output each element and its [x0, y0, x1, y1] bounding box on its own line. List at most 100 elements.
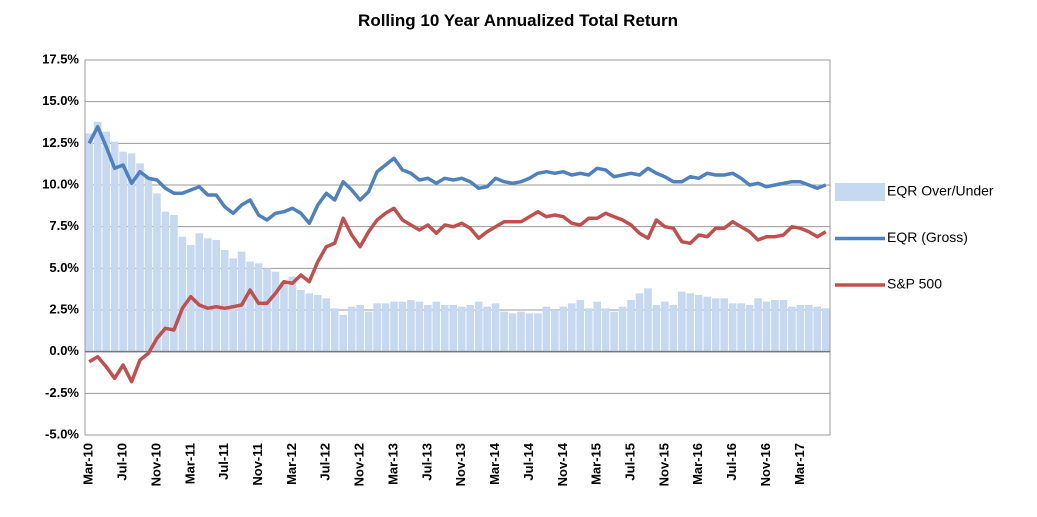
- bar: [457, 306, 466, 352]
- bar: [110, 141, 119, 352]
- x-tick-label: Mar-15: [589, 443, 604, 485]
- bar: [398, 301, 407, 352]
- legend-label: EQR Over/Under: [887, 183, 994, 199]
- bar: [347, 306, 356, 352]
- bar: [220, 250, 229, 352]
- y-tick-label: -2.5%: [45, 385, 79, 400]
- bar: [271, 271, 280, 352]
- bar: [161, 211, 170, 352]
- bar: [144, 176, 153, 352]
- x-tick-label: Nov-14: [555, 442, 570, 486]
- bar: [601, 308, 610, 352]
- bar: [178, 236, 187, 352]
- bar: [195, 233, 204, 352]
- y-tick-label: 10.0%: [42, 176, 79, 191]
- bar: [407, 300, 415, 352]
- bar: [322, 298, 331, 352]
- y-tick-label: 5.0%: [49, 260, 79, 275]
- bar: [686, 293, 695, 352]
- bar: [356, 305, 364, 352]
- bar: [203, 238, 212, 352]
- x-tick-label: Jul-14: [521, 442, 536, 480]
- y-tick-label: 7.5%: [49, 218, 79, 233]
- bar: [576, 300, 585, 352]
- y-tick-label: 12.5%: [42, 135, 79, 150]
- bar: [635, 293, 644, 352]
- x-tick-label: Jul-11: [216, 443, 231, 480]
- bar: [364, 311, 373, 352]
- bar: [102, 131, 110, 352]
- bar: [805, 305, 813, 352]
- bar: [288, 276, 297, 352]
- bar: [610, 311, 618, 352]
- bar: [711, 298, 720, 352]
- bar: [440, 305, 449, 352]
- bar: [728, 303, 737, 352]
- bar: [754, 298, 762, 352]
- bar: [551, 310, 559, 352]
- line: [88, 206, 827, 384]
- bar: [737, 303, 745, 352]
- bar: [644, 288, 652, 352]
- bar: [779, 300, 788, 352]
- bar: [534, 313, 542, 352]
- x-tick-label: Nov-16: [758, 443, 773, 486]
- x-tick-label: Mar-10: [81, 443, 96, 485]
- y-tick-label: -5.0%: [45, 426, 79, 441]
- x-tick-label: Mar-17: [792, 443, 807, 485]
- bar: [813, 306, 822, 352]
- bar: [127, 153, 136, 352]
- bar: [525, 313, 534, 352]
- bar: [305, 293, 314, 352]
- bar: [771, 300, 779, 352]
- bar: [339, 315, 348, 352]
- bar: [415, 301, 424, 352]
- x-tick-label: Jul-10: [115, 443, 130, 481]
- bar: [263, 268, 271, 352]
- line: [87, 124, 827, 226]
- bar: [254, 263, 263, 352]
- bar: [432, 301, 441, 352]
- bar: [297, 290, 305, 352]
- y-tick-label: 2.5%: [49, 301, 79, 316]
- legend-label: EQR (Gross): [887, 229, 968, 245]
- bar: [745, 305, 754, 352]
- bar: [661, 301, 669, 352]
- chart-title: Rolling 10 Year Annualized Total Return: [358, 11, 678, 30]
- y-tick-label: 15.0%: [42, 93, 79, 108]
- bar: [491, 303, 500, 352]
- x-tick-label: Mar-14: [487, 442, 502, 485]
- x-tick-label: Nov-13: [453, 443, 468, 486]
- bar: [449, 305, 458, 352]
- x-tick-label: Jul-13: [419, 443, 434, 481]
- bar: [424, 305, 432, 352]
- bar: [788, 306, 796, 352]
- y-tick-label: 17.5%: [42, 51, 79, 66]
- bar: [474, 301, 483, 352]
- bar: [720, 298, 728, 352]
- bar: [762, 301, 771, 352]
- bar: [593, 301, 601, 352]
- legend-label: S&P 500: [887, 276, 942, 292]
- bar: [212, 240, 221, 352]
- bar: [694, 295, 703, 352]
- bar: [153, 193, 161, 352]
- y-tick-label: 0.0%: [49, 343, 79, 358]
- bar: [559, 306, 568, 352]
- bar: [627, 300, 635, 352]
- x-tick-label: Jul-12: [318, 443, 333, 481]
- bar: [703, 296, 712, 352]
- bar: [246, 261, 254, 352]
- x-tick-label: Mar-16: [690, 443, 705, 485]
- bar: [330, 308, 339, 352]
- bar: [85, 133, 94, 352]
- bar: [500, 311, 508, 352]
- bar: [796, 305, 805, 352]
- bar: [314, 295, 322, 352]
- bar: [669, 305, 678, 352]
- bar: [390, 301, 398, 352]
- x-tick-label: Mar-11: [182, 443, 197, 484]
- bar: [821, 308, 830, 352]
- bar: [584, 308, 593, 352]
